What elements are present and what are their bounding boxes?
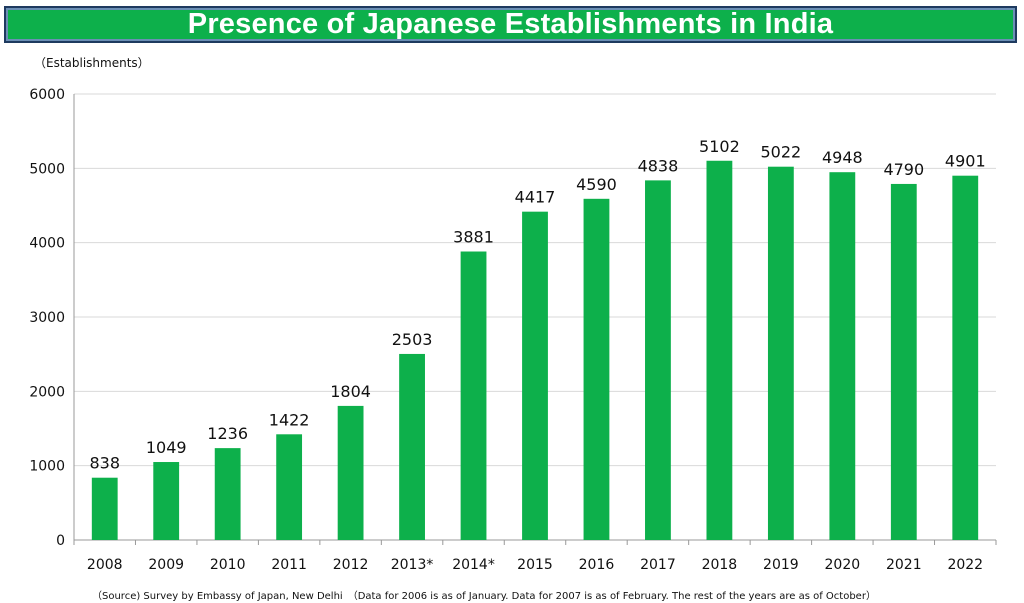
- x-tick-label: 2013*: [391, 557, 434, 573]
- chart-title-bar: Presence of Japanese Establishments in I…: [4, 6, 1017, 43]
- x-tick-label: 2010: [210, 557, 246, 573]
- bar: [91, 477, 118, 540]
- bar: [706, 160, 733, 540]
- bar: [829, 172, 856, 540]
- bar-value-label: 2503: [392, 330, 433, 349]
- x-tick-label: 2017: [640, 557, 676, 573]
- x-tick-label: 2022: [947, 557, 983, 573]
- bar-value-label: 4417: [515, 188, 556, 207]
- x-tick-label: 2018: [702, 557, 738, 573]
- y-tick-label: 5000: [29, 161, 65, 177]
- bar-value-label: 1422: [269, 410, 310, 429]
- bar: [952, 175, 979, 541]
- bar: [522, 211, 548, 540]
- y-axis-unit-label: （Establishments）: [34, 56, 150, 70]
- x-tick-label: 2015: [517, 557, 553, 573]
- chart-title: Presence of Japanese Establishments in I…: [187, 8, 834, 40]
- bar: [214, 448, 241, 540]
- bar: [153, 462, 180, 540]
- bar-value-label: 1236: [207, 424, 248, 443]
- bar-value-label: 4901: [945, 152, 986, 171]
- y-tick-label: 6000: [29, 87, 65, 103]
- bar-value-label: 4948: [822, 148, 863, 167]
- bar: [583, 198, 610, 540]
- bar: [460, 251, 487, 540]
- source-note: （Source) Survey by Embassy of Japan, New…: [92, 591, 876, 602]
- bar-value-label: 838: [89, 454, 120, 473]
- bar-value-label: 4838: [638, 156, 679, 175]
- x-tick-label: 2016: [579, 557, 615, 573]
- bar-value-label: 3881: [453, 228, 494, 247]
- bar-value-label: 1049: [146, 438, 187, 457]
- bar-value-label: 4790: [883, 160, 924, 179]
- bar: [399, 353, 425, 540]
- bar-value-label: 1804: [330, 382, 371, 401]
- x-tick-label: 2020: [825, 557, 861, 573]
- bar: [890, 183, 917, 540]
- x-tick-label: 2011: [271, 557, 307, 573]
- bar: [645, 180, 671, 540]
- bar: [276, 434, 303, 540]
- bar-value-label: 5022: [761, 143, 802, 162]
- y-tick-label: 3000: [29, 310, 65, 326]
- bar: [767, 166, 794, 540]
- y-tick-label: 4000: [29, 236, 65, 252]
- x-tick-label: 2009: [148, 557, 184, 573]
- y-tick-label: 1000: [29, 459, 65, 475]
- x-tick-label: 2012: [333, 557, 369, 573]
- x-tick-label: 2008: [87, 557, 123, 573]
- x-tick-label: 2014*: [452, 557, 495, 573]
- x-tick-label: 2019: [763, 557, 799, 573]
- y-tick-label: 0: [56, 533, 65, 549]
- x-tick-label: 2021: [886, 557, 922, 573]
- bar-value-label: 4590: [576, 175, 617, 194]
- bar: [337, 405, 364, 540]
- bar-value-label: 5102: [699, 137, 740, 156]
- y-tick-label: 2000: [29, 384, 65, 400]
